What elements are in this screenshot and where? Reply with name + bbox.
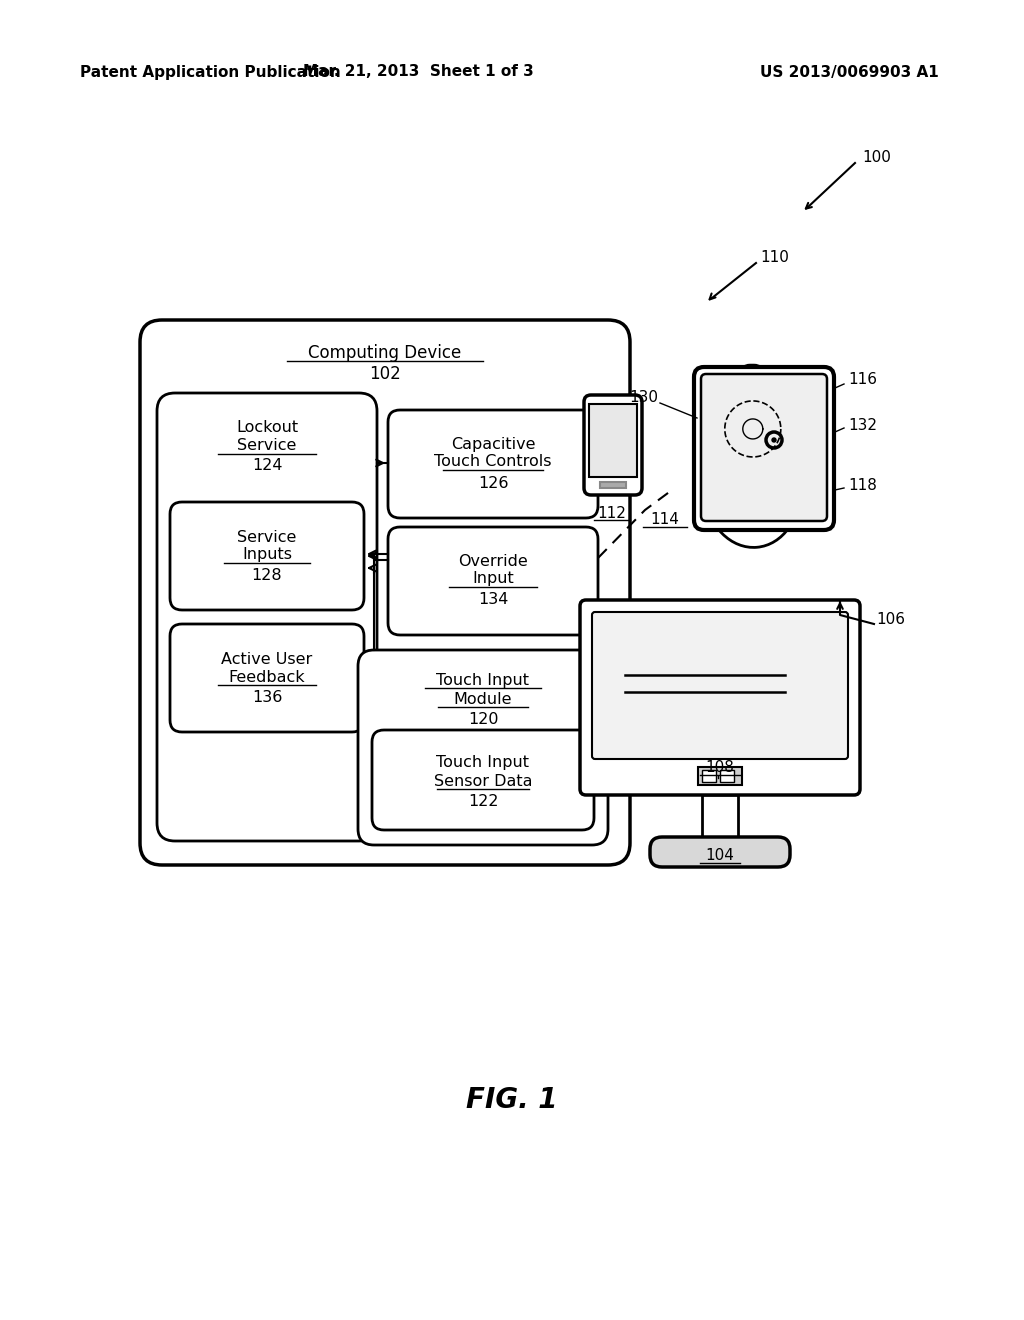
Circle shape (772, 438, 776, 442)
FancyBboxPatch shape (650, 837, 790, 867)
FancyBboxPatch shape (358, 649, 608, 845)
Text: US 2013/0069903 A1: US 2013/0069903 A1 (760, 65, 939, 79)
Text: 136: 136 (252, 689, 283, 705)
Text: 118: 118 (848, 478, 877, 492)
FancyBboxPatch shape (170, 624, 364, 733)
FancyBboxPatch shape (372, 730, 594, 830)
FancyBboxPatch shape (592, 612, 848, 759)
FancyBboxPatch shape (701, 374, 827, 521)
Text: 124: 124 (252, 458, 283, 474)
Text: 102: 102 (369, 366, 400, 383)
Text: 132: 132 (848, 417, 877, 433)
Text: 116: 116 (848, 372, 877, 388)
Text: Touch Input: Touch Input (436, 672, 529, 688)
FancyBboxPatch shape (700, 469, 726, 513)
FancyBboxPatch shape (584, 395, 642, 495)
Bar (702, 795, 738, 837)
FancyBboxPatch shape (694, 367, 834, 531)
FancyBboxPatch shape (787, 447, 805, 498)
Bar (600, 482, 626, 488)
Text: Service: Service (238, 529, 297, 544)
FancyBboxPatch shape (580, 601, 860, 795)
Text: Patent Application Publication: Patent Application Publication (80, 65, 341, 79)
Text: 128: 128 (252, 569, 283, 583)
FancyBboxPatch shape (388, 527, 598, 635)
FancyBboxPatch shape (764, 372, 786, 444)
Text: 110: 110 (760, 251, 788, 265)
Text: Touch Controls: Touch Controls (434, 454, 552, 470)
FancyBboxPatch shape (718, 375, 740, 445)
Text: 134: 134 (478, 591, 508, 606)
Text: Capacitive: Capacitive (451, 437, 536, 451)
Text: Computing Device: Computing Device (308, 345, 462, 362)
Text: Override: Override (458, 553, 528, 569)
Bar (589, 404, 637, 477)
Text: Inputs: Inputs (242, 548, 292, 562)
Text: Service: Service (238, 438, 297, 454)
FancyBboxPatch shape (157, 393, 377, 841)
Text: 126: 126 (478, 475, 508, 491)
Text: Active User: Active User (221, 652, 312, 667)
Text: FIG. 1: FIG. 1 (466, 1086, 558, 1114)
FancyBboxPatch shape (741, 366, 763, 444)
FancyBboxPatch shape (388, 411, 598, 517)
Bar (698, 767, 742, 785)
Text: Mar. 21, 2013  Sheet 1 of 3: Mar. 21, 2013 Sheet 1 of 3 (303, 65, 534, 79)
FancyBboxPatch shape (170, 502, 364, 610)
Text: Input: Input (472, 572, 514, 586)
Bar (702, 770, 716, 781)
Text: 112: 112 (598, 506, 627, 520)
Text: 100: 100 (862, 150, 891, 165)
Text: 108: 108 (706, 760, 734, 776)
Text: Lockout: Lockout (236, 421, 298, 436)
Text: 104: 104 (706, 849, 734, 863)
Bar (720, 770, 734, 781)
Text: Touch Input: Touch Input (436, 755, 529, 771)
Text: Module: Module (454, 692, 512, 706)
Text: Sensor Data: Sensor Data (434, 774, 532, 788)
Text: 130: 130 (629, 391, 658, 405)
Text: 106: 106 (876, 612, 905, 627)
Text: 122: 122 (468, 793, 499, 808)
Ellipse shape (705, 433, 800, 548)
FancyBboxPatch shape (140, 319, 630, 865)
Text: Feedback: Feedback (228, 669, 305, 685)
Text: 114: 114 (650, 512, 680, 528)
Text: 120: 120 (468, 711, 499, 726)
